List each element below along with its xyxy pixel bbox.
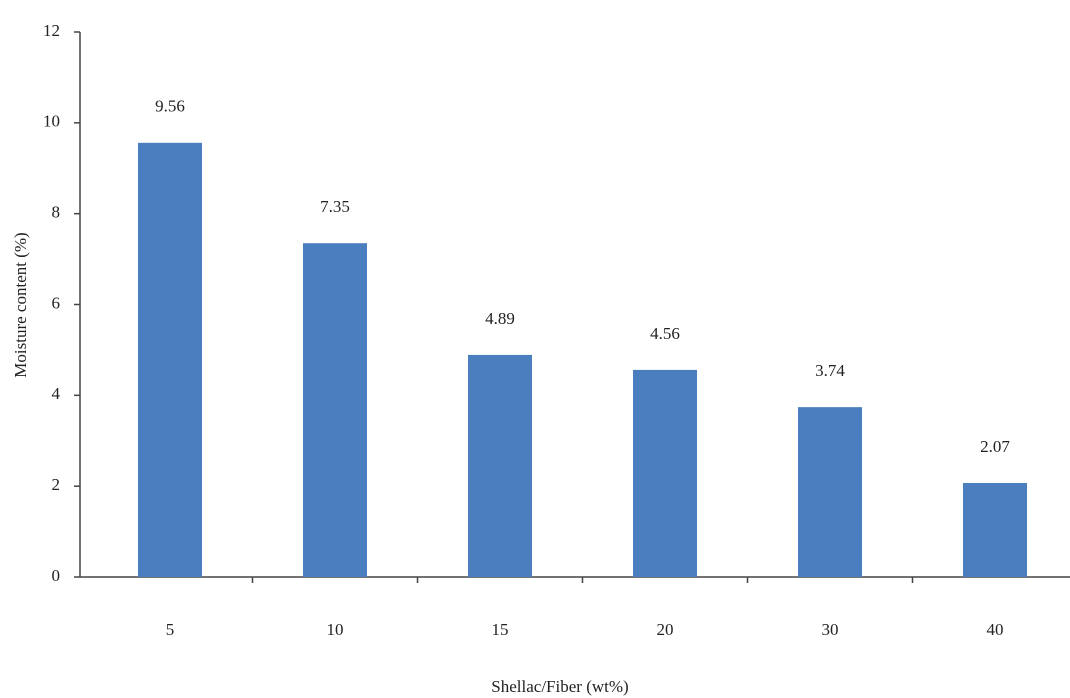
data-label: 4.89 <box>485 309 515 328</box>
x-tick-label: 40 <box>987 620 1004 639</box>
data-label: 4.56 <box>650 324 680 343</box>
data-label: 3.74 <box>815 361 845 380</box>
y-tick-label: 2 <box>52 475 61 494</box>
y-tick-label: 6 <box>52 293 61 312</box>
bar <box>303 243 367 577</box>
y-tick-label: 0 <box>52 566 61 585</box>
x-tick-label: 20 <box>657 620 674 639</box>
x-axis-label: Shellac/Fiber (wt%) <box>491 677 628 696</box>
y-tick-label: 8 <box>52 203 61 222</box>
data-label: 7.35 <box>320 197 350 216</box>
x-tick-label: 15 <box>492 620 509 639</box>
bar <box>963 482 1027 577</box>
data-label: 2.07 <box>980 437 1010 456</box>
y-tick-label: 10 <box>43 112 60 131</box>
y-tick-label: 12 <box>43 21 60 40</box>
bar <box>468 354 532 577</box>
x-tick-label: 5 <box>166 620 175 639</box>
y-axis-label: Moisture content (%) <box>11 232 30 377</box>
x-tick-label: 30 <box>822 620 839 639</box>
bar <box>633 369 697 577</box>
bar <box>798 407 862 577</box>
bar <box>138 142 202 578</box>
data-label: 9.56 <box>155 97 185 116</box>
y-tick-label: 4 <box>52 384 61 403</box>
x-tick-label: 10 <box>327 620 344 639</box>
